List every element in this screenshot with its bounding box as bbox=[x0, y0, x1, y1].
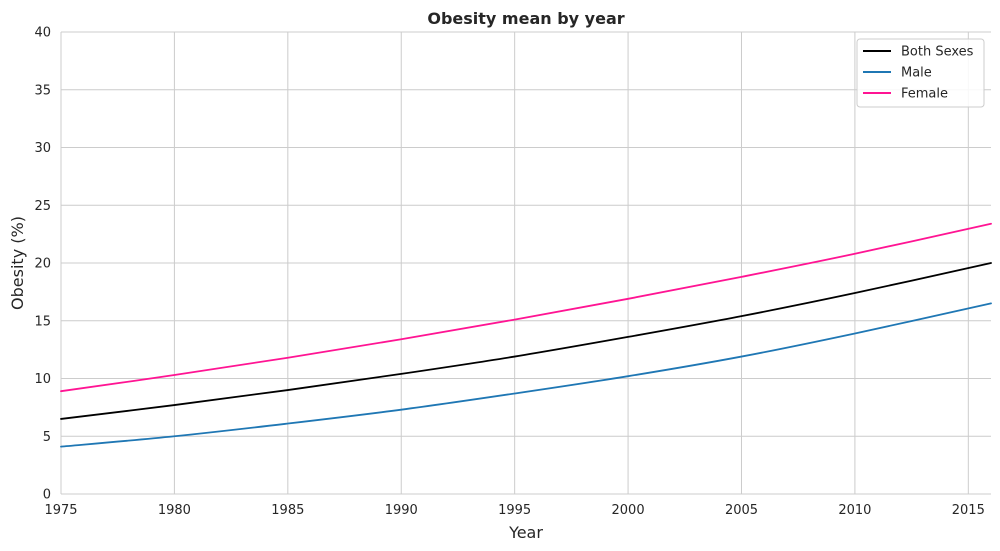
y-axis-label: Obesity (%) bbox=[8, 216, 27, 310]
legend-items: Both Sexes Male Female bbox=[863, 45, 974, 102]
x-tick-label: 1985 bbox=[271, 503, 304, 518]
x-tick-label: 1995 bbox=[498, 503, 531, 518]
x-tick-labels: 1975 1980 1985 1990 1995 2000 2005 2010 2015 bbox=[44, 503, 984, 518]
y-tick-label: 0 bbox=[43, 488, 51, 503]
y-tick-label: 35 bbox=[34, 83, 51, 98]
x-tick-label: 1990 bbox=[385, 503, 418, 518]
y-tick-label: 40 bbox=[34, 26, 51, 41]
legend-label: Female bbox=[901, 87, 948, 102]
y-tick-label: 5 bbox=[43, 430, 51, 445]
y-tick-label: 25 bbox=[34, 199, 51, 214]
series-line-male bbox=[60, 302, 992, 448]
y-tick-labels: 0 5 10 15 20 25 30 35 40 bbox=[34, 26, 51, 503]
x-axis-label: Year bbox=[508, 523, 543, 542]
y-tick-label: 20 bbox=[34, 257, 51, 272]
legend-label: Both Sexes bbox=[901, 45, 974, 60]
x-tick-label: 2005 bbox=[725, 503, 758, 518]
legend-label: Male bbox=[901, 66, 932, 81]
y-tick-label: 15 bbox=[34, 314, 51, 329]
x-tick-label: 2000 bbox=[612, 503, 645, 518]
legend-box bbox=[856, 38, 985, 108]
chart-title: Obesity mean by year bbox=[427, 9, 624, 28]
grid bbox=[60, 31, 991, 495]
x-tick-label: 2015 bbox=[952, 503, 985, 518]
y-tick-label: 10 bbox=[34, 372, 51, 387]
x-tick-label: 2010 bbox=[838, 503, 871, 518]
y-tick-label: 30 bbox=[34, 141, 51, 156]
legend: Both Sexes Male Female bbox=[856, 38, 985, 108]
series-line-both-sexes bbox=[60, 262, 992, 420]
series-line-female bbox=[60, 222, 992, 393]
x-tick-label: 1975 bbox=[44, 503, 77, 518]
series-lines bbox=[60, 222, 992, 448]
x-tick-label: 1980 bbox=[158, 503, 191, 518]
